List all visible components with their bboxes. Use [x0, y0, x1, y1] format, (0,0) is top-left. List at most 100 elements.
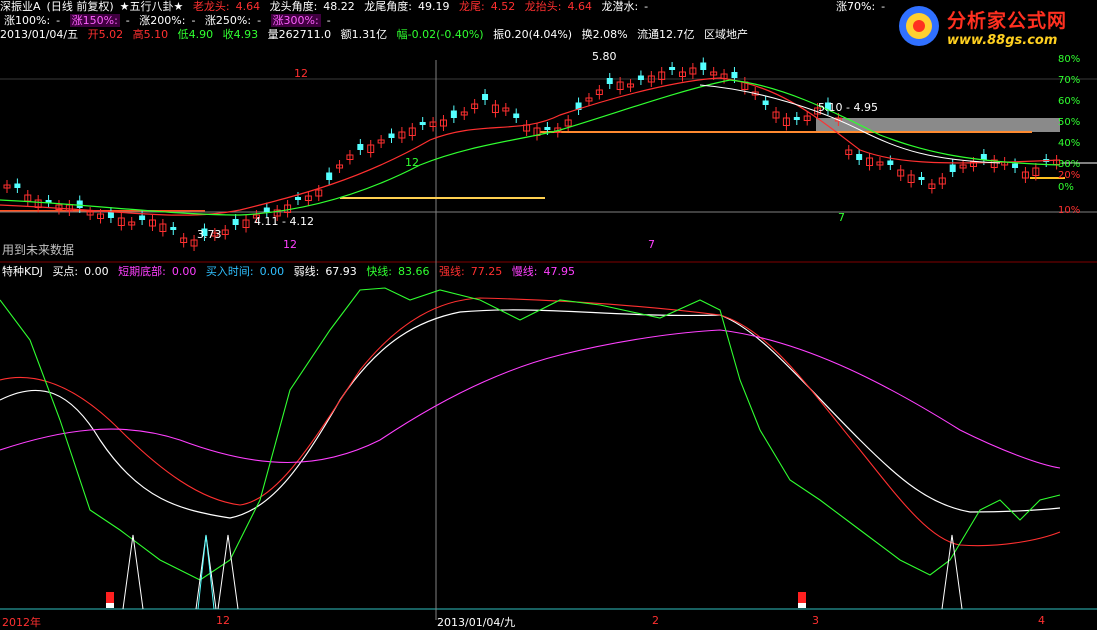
dive-label: 龙潜水: [601, 0, 639, 13]
quote-change: 幅-0.02(-0.40%) [396, 28, 484, 41]
quote-amount: 额1.31亿 [340, 28, 388, 41]
raise-head-value: 4.64 [567, 0, 592, 13]
candle-body [606, 78, 613, 84]
candle-body [429, 121, 437, 127]
candle-body [689, 67, 697, 75]
pct-label-30: 30% [1058, 159, 1081, 170]
candle-body [471, 103, 479, 109]
kdj-title[interactable]: 特种KDJ [2, 265, 43, 278]
candle-body [938, 177, 946, 185]
pct-label-70: 70% [1058, 75, 1081, 86]
candle-body [232, 219, 239, 225]
x-label-2012: 2012年 [2, 616, 41, 629]
candle-body [211, 232, 219, 237]
stock-name[interactable]: 深振业A [0, 0, 41, 13]
site-logo: 分析家公式网 www.88gs.com [895, 2, 1091, 52]
rise150-label: 涨150%: [69, 14, 120, 27]
candle-body [221, 229, 229, 235]
candle-body [97, 213, 105, 219]
kdj-strong-line [0, 297, 1061, 547]
candle-body [273, 209, 281, 217]
candle-body [575, 102, 582, 110]
short-bottom-value: 0.00 [171, 265, 197, 278]
candle-body [678, 71, 686, 77]
moving-average-lines [0, 77, 1061, 216]
candle-body [647, 75, 655, 83]
indicator-header: 深振业A (日线 前复权) ★五行八卦★ 老龙头: 4.64 龙头角度: 48.22 龙… [0, 0, 654, 14]
pct-label-10: 10% [1058, 205, 1081, 216]
candle-body [128, 221, 136, 226]
indicator-name[interactable]: ★五行八卦★ [119, 0, 184, 13]
kdj-lines [0, 287, 1061, 610]
candle-body [419, 122, 426, 125]
candle-body [949, 164, 956, 172]
candle-body [513, 113, 520, 118]
candle-body [252, 214, 260, 219]
rise300-value: - [326, 14, 331, 27]
candle-body [159, 223, 167, 232]
candle-body [190, 239, 198, 247]
candle-body [803, 115, 811, 121]
candle-body [398, 131, 406, 139]
candle-body [1021, 171, 1029, 179]
candle-body [751, 91, 759, 96]
count-label-12c: 12 [283, 238, 297, 251]
candle-body [700, 62, 707, 70]
weak-line-label: 弱线: [293, 265, 320, 278]
candle-body [969, 161, 977, 167]
fast-line-value: 83.66 [398, 265, 430, 278]
count-label-12b: 12 [405, 156, 419, 169]
pct-label-0: 0% [1058, 182, 1074, 193]
candle-body [201, 228, 208, 236]
candle-body [502, 107, 510, 112]
candle-body [731, 72, 738, 78]
x-label-apr: 4 [1038, 614, 1045, 627]
bottom-marker [106, 592, 114, 604]
candle-body [637, 75, 644, 80]
candle-body [367, 144, 375, 153]
tail-value: 4.52 [490, 0, 516, 13]
buy-signal-peak [197, 534, 215, 610]
candle-body [3, 184, 11, 189]
candle-body [616, 81, 624, 90]
candle-body [388, 133, 395, 138]
candle-body [544, 127, 551, 130]
rise70-label: 涨70%: [836, 0, 876, 13]
kdj-fast-line [0, 287, 1061, 581]
candle-body [585, 97, 593, 102]
buy-signal-peak [217, 534, 239, 610]
range-label-2: 5.10 - 4.95 [818, 101, 878, 114]
quote-float: 流通12.7亿 [637, 28, 695, 41]
candle-body [55, 204, 63, 210]
candle-body [139, 215, 146, 220]
quote-bar: 2013/01/04/五 开5.02 高5.10 低4.90 收4.93 量26… [0, 28, 754, 42]
candle-body [357, 144, 364, 150]
short-bottom-label: 短期底部: [118, 265, 166, 278]
candle-body [1012, 163, 1019, 168]
quote-date: 2013/01/04/五 [0, 28, 79, 41]
candle-body [460, 111, 468, 116]
tail-angle-value: 49.19 [418, 0, 450, 13]
candle-body [928, 183, 936, 189]
rise250-value: - [257, 14, 262, 27]
candle-body [336, 164, 344, 169]
candle-body [482, 94, 489, 100]
candle-body [408, 127, 416, 136]
range-label-1: 4.11 - 4.12 [254, 215, 314, 228]
pct-label-40: 40% [1058, 138, 1081, 149]
rise150-value: - [125, 14, 130, 27]
candle-body [980, 154, 987, 160]
dragon-head-value: 4.64 [235, 0, 261, 13]
x-label-cursor-date: 2013/01/04/九 [437, 616, 516, 629]
rise100-label: 涨100%: [4, 14, 51, 27]
dragon-head-label: 老龙头: [192, 0, 230, 13]
candle-body [834, 117, 842, 122]
candle-body [782, 117, 790, 126]
period-label[interactable]: (日线 前复权) [46, 0, 114, 13]
pct-label-20: 20% [1058, 170, 1081, 181]
rise-targets: 涨100%: - 涨150%: - 涨200%: - 涨250%: - 涨300%: - [4, 14, 337, 28]
x-label-dec: 12 [216, 614, 230, 627]
bottom-marker-base [798, 603, 806, 608]
candle-body [918, 177, 925, 180]
